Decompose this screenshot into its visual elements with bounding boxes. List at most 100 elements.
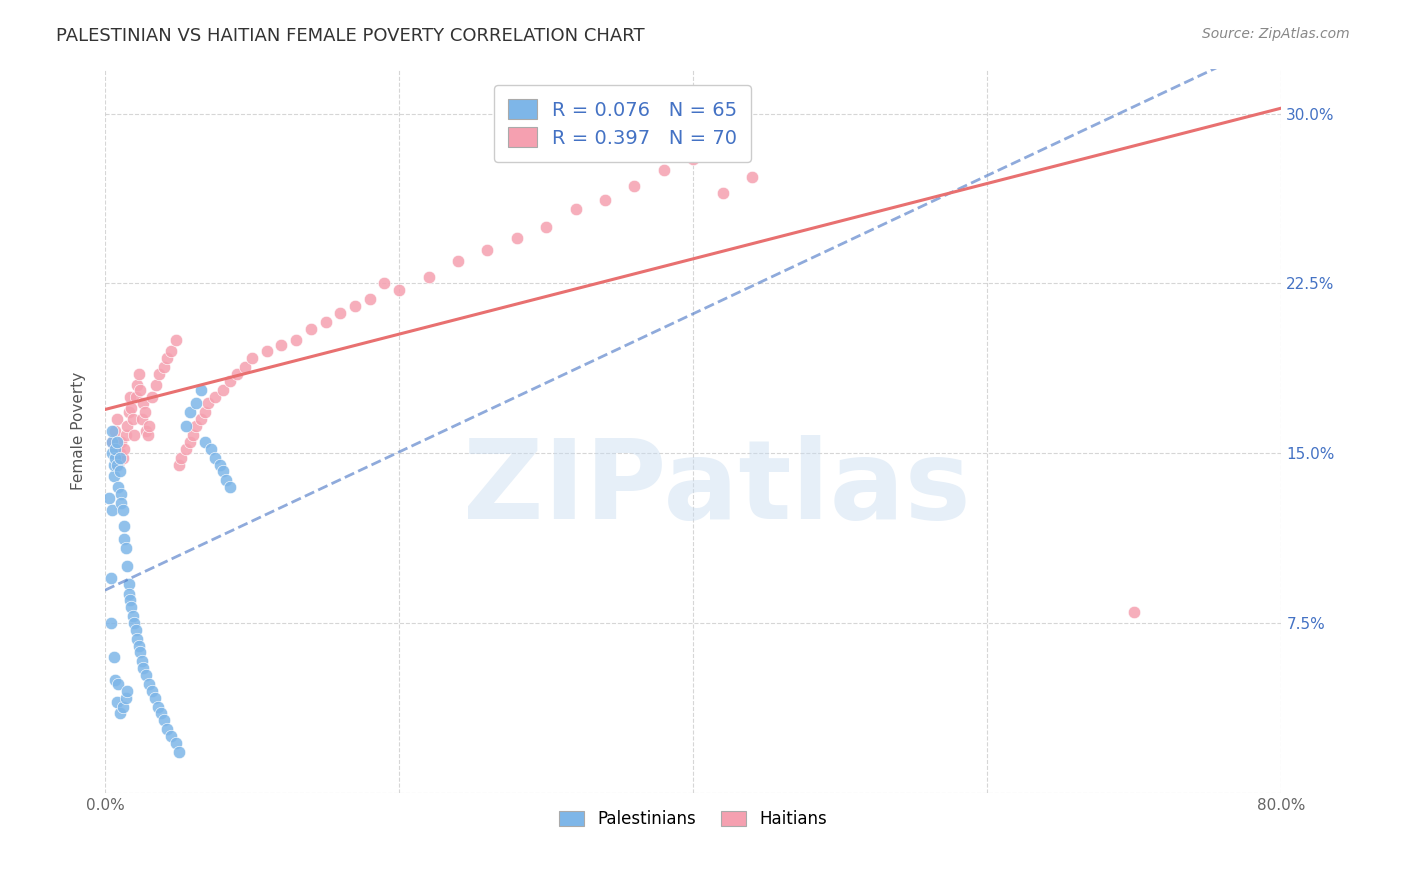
Point bbox=[373, 277, 395, 291]
Point bbox=[240, 351, 263, 366]
Point bbox=[135, 668, 157, 682]
Point bbox=[122, 609, 145, 624]
Point bbox=[122, 412, 145, 426]
Point bbox=[200, 442, 222, 456]
Point bbox=[197, 396, 219, 410]
Point bbox=[101, 424, 124, 438]
Point bbox=[104, 442, 127, 456]
Point bbox=[179, 434, 201, 449]
Point bbox=[194, 405, 217, 419]
Legend: Palestinians, Haitians: Palestinians, Haitians bbox=[553, 804, 834, 835]
Point bbox=[120, 401, 142, 415]
Point bbox=[711, 186, 734, 200]
Point bbox=[104, 424, 127, 438]
Point bbox=[114, 428, 136, 442]
Point bbox=[149, 706, 172, 721]
Point bbox=[107, 458, 129, 472]
Point bbox=[129, 383, 152, 397]
Point bbox=[418, 269, 440, 284]
Text: Source: ZipAtlas.com: Source: ZipAtlas.com bbox=[1202, 27, 1350, 41]
Text: ZIPatlas: ZIPatlas bbox=[463, 435, 970, 542]
Point bbox=[103, 458, 125, 472]
Point bbox=[101, 503, 124, 517]
Point bbox=[124, 428, 146, 442]
Point bbox=[204, 390, 226, 404]
Point bbox=[115, 683, 138, 698]
Point bbox=[564, 202, 586, 216]
Point bbox=[211, 383, 233, 397]
Point bbox=[100, 571, 122, 585]
Point bbox=[98, 491, 121, 506]
Point bbox=[127, 632, 149, 646]
Point bbox=[112, 442, 135, 456]
Point bbox=[343, 299, 366, 313]
Point bbox=[127, 378, 149, 392]
Text: PALESTINIAN VS HAITIAN FEMALE POVERTY CORRELATION CHART: PALESTINIAN VS HAITIAN FEMALE POVERTY CO… bbox=[56, 27, 645, 45]
Point bbox=[107, 677, 129, 691]
Point bbox=[114, 690, 136, 705]
Point bbox=[103, 649, 125, 664]
Point bbox=[101, 446, 124, 460]
Point bbox=[179, 405, 201, 419]
Point bbox=[153, 713, 176, 727]
Point bbox=[118, 390, 141, 404]
Point bbox=[214, 474, 236, 488]
Point bbox=[118, 593, 141, 607]
Point bbox=[156, 351, 179, 366]
Point bbox=[141, 683, 163, 698]
Point bbox=[682, 152, 704, 166]
Point bbox=[108, 450, 131, 465]
Point bbox=[652, 163, 675, 178]
Point bbox=[211, 464, 233, 478]
Point bbox=[208, 458, 231, 472]
Point bbox=[145, 378, 167, 392]
Point bbox=[115, 559, 138, 574]
Point bbox=[146, 699, 169, 714]
Point bbox=[117, 586, 139, 600]
Point bbox=[170, 450, 193, 465]
Point bbox=[219, 480, 242, 494]
Point bbox=[132, 661, 155, 675]
Point bbox=[128, 367, 150, 381]
Point bbox=[233, 360, 256, 375]
Point bbox=[477, 243, 499, 257]
Point bbox=[329, 306, 352, 320]
Point bbox=[174, 419, 197, 434]
Point bbox=[111, 503, 134, 517]
Point bbox=[120, 600, 142, 615]
Point bbox=[117, 577, 139, 591]
Point bbox=[167, 745, 190, 759]
Point bbox=[174, 442, 197, 456]
Point bbox=[108, 464, 131, 478]
Point bbox=[741, 170, 763, 185]
Point bbox=[190, 412, 212, 426]
Point bbox=[1123, 605, 1146, 619]
Point bbox=[534, 219, 557, 234]
Point bbox=[103, 468, 125, 483]
Point bbox=[104, 673, 127, 687]
Point bbox=[447, 253, 470, 268]
Point bbox=[167, 458, 190, 472]
Point bbox=[593, 193, 616, 207]
Point bbox=[143, 690, 166, 705]
Point bbox=[359, 293, 381, 307]
Point bbox=[110, 496, 132, 510]
Point bbox=[124, 615, 146, 630]
Point bbox=[100, 615, 122, 630]
Point bbox=[110, 487, 132, 501]
Point bbox=[105, 695, 128, 709]
Point bbox=[138, 677, 160, 691]
Point bbox=[165, 333, 187, 347]
Point bbox=[156, 723, 179, 737]
Point bbox=[285, 333, 308, 347]
Point bbox=[105, 412, 128, 426]
Point bbox=[160, 344, 183, 359]
Point bbox=[129, 645, 152, 659]
Point bbox=[112, 518, 135, 533]
Point bbox=[299, 322, 322, 336]
Point bbox=[131, 654, 153, 668]
Point bbox=[111, 450, 134, 465]
Point bbox=[135, 424, 157, 438]
Point bbox=[105, 434, 128, 449]
Point bbox=[148, 367, 170, 381]
